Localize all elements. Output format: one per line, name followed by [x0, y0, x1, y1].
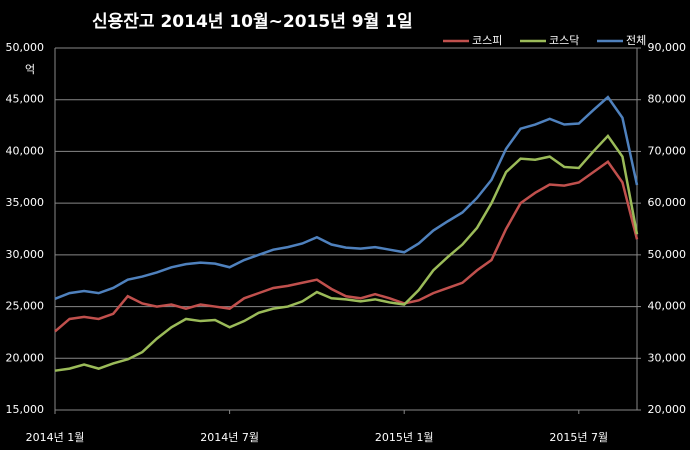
- y2-tick-label: 40,000: [648, 300, 687, 313]
- y-tick-label: 25,000: [6, 300, 45, 313]
- y2-tick-label: 30,000: [648, 351, 687, 364]
- y2-tick-label: 90,000: [648, 41, 687, 54]
- x-tick-label: 2014년 1월: [26, 431, 85, 444]
- line-series: [54, 95, 639, 300]
- legend-label: 코스닥: [549, 34, 579, 47]
- y-tick-label: 40,000: [6, 144, 45, 157]
- x-tick-label: 2014년 7월: [200, 431, 259, 444]
- y2-tick-label: 60,000: [648, 196, 687, 209]
- x-tick-label: 2015년 7월: [549, 431, 608, 444]
- line-series: [54, 133, 639, 372]
- y-tick-label: 20,000: [6, 351, 45, 364]
- chart-title: 신용잔고 2014년 10월~2015년 9월 1일: [92, 12, 413, 32]
- y-tick-label: 50,000: [6, 41, 45, 54]
- legend-label: 전체: [626, 34, 646, 47]
- y-tick-label: 15,000: [6, 403, 45, 416]
- y-unit: 억: [25, 63, 35, 76]
- y2-tick-label: 80,000: [648, 93, 687, 106]
- line-series: [54, 160, 639, 333]
- y2-tick-label: 70,000: [648, 144, 687, 157]
- y-tick-label: 45,000: [6, 93, 45, 106]
- x-tick-label: 2015년 1월: [375, 431, 434, 444]
- legend-label: 코스피: [472, 34, 502, 47]
- y2-tick-label: 50,000: [648, 248, 687, 261]
- y-tick-label: 30,000: [6, 248, 45, 261]
- y2-tick-label: 20,000: [648, 403, 687, 416]
- y-tick-label: 35,000: [6, 196, 45, 209]
